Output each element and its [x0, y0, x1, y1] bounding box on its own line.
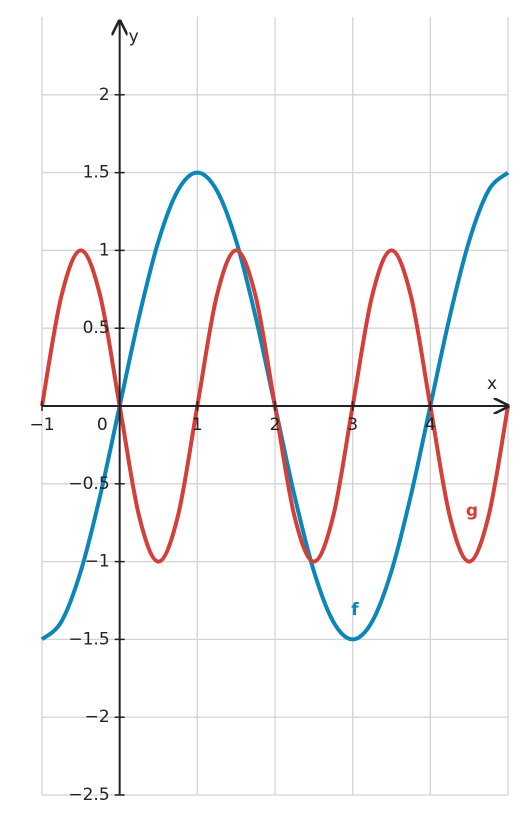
y-tick-label: −1.5 — [68, 629, 109, 649]
x-axis-label: x — [487, 374, 497, 394]
y-tick-label: −1 — [85, 552, 110, 572]
y-tick-label: −0.5 — [68, 474, 109, 494]
curve-label: g — [466, 501, 478, 521]
x-tick-label: 2 — [270, 415, 281, 435]
x-tick-label: 3 — [347, 415, 358, 435]
x-tick-label: 4 — [425, 415, 436, 435]
y-tick-label: 2 — [99, 85, 110, 105]
y-tick-label: −2 — [85, 707, 110, 727]
axes: −1 0 1 2 3 4 −2.5 −2 −1.5 −1 −0.5 0.5 1 1.5 2 x y f g — [29, 21, 508, 805]
curve-label: f — [351, 600, 359, 620]
y-tick-label: 0.5 — [83, 318, 110, 338]
y-tick-label: 1 — [99, 240, 110, 260]
x-tick-label: 0 — [97, 415, 108, 435]
y-tick-label: −2.5 — [68, 785, 109, 805]
y-axis-label: y — [129, 27, 139, 47]
x-tick-label: −1 — [29, 415, 54, 435]
x-tick-label: 1 — [192, 415, 203, 435]
y-tick-label: 1.5 — [83, 163, 110, 183]
